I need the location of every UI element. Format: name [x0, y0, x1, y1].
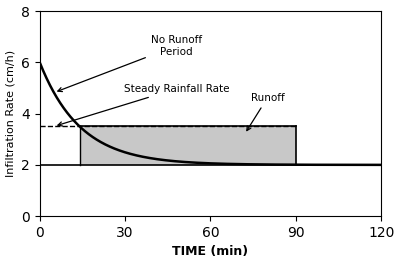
X-axis label: TIME (min): TIME (min): [172, 246, 248, 258]
Text: No Runoff
Period: No Runoff Period: [58, 35, 202, 92]
Text: Steady Rainfall Rate: Steady Rainfall Rate: [58, 84, 229, 126]
Text: Runoff: Runoff: [247, 93, 284, 131]
Y-axis label: Infiltration Rate (cm/h): Infiltration Rate (cm/h): [6, 50, 16, 177]
Bar: [80, 126, 296, 165]
